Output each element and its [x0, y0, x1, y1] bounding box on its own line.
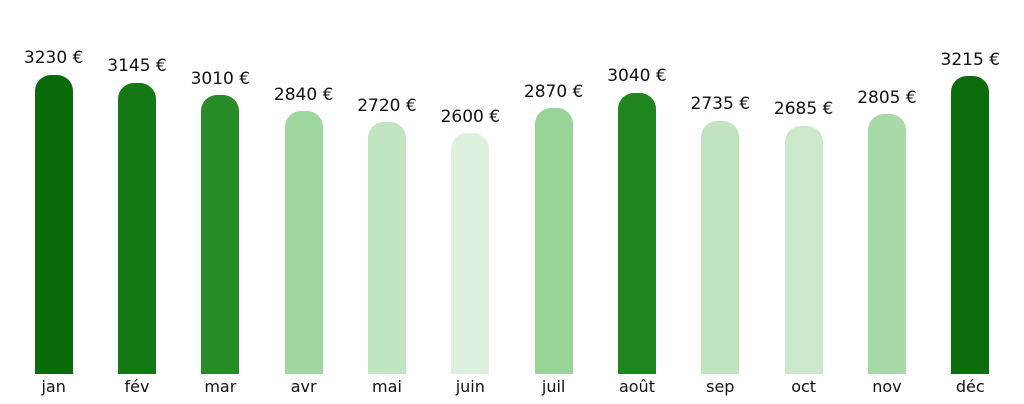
- bar-avr: [284, 111, 323, 374]
- bar-mar: [201, 95, 240, 374]
- month-label: avr: [290, 377, 317, 396]
- bar-déc: [951, 76, 990, 374]
- bar-value-label: 2805 €: [857, 87, 917, 108]
- bar-fév: [117, 82, 156, 374]
- month-label: mar: [204, 377, 237, 396]
- chart-column-nov: 2805 € nov: [845, 0, 928, 404]
- bars-row: 3230 € jan 3145 € fév 3010 € mar 2840 € …: [12, 0, 1012, 404]
- month-label: août: [618, 377, 655, 396]
- bar-nov: [867, 114, 906, 374]
- chart-column-avr: 2840 € avr: [262, 0, 345, 404]
- bar-juin: [451, 133, 490, 374]
- chart-column-fév: 3145 € fév: [95, 0, 178, 404]
- chart-column-août: 3040 € août: [595, 0, 678, 404]
- bar-value-label: 2720 €: [357, 95, 417, 116]
- month-label: nov: [872, 377, 902, 396]
- month-label: sep: [706, 377, 735, 396]
- bar-oct: [784, 125, 823, 374]
- chart-column-jan: 3230 € jan: [12, 0, 95, 404]
- bar-value-label: 2870 €: [523, 81, 584, 102]
- chart-column-juil: 2870 € juil: [512, 0, 595, 404]
- bar-value-label: 3230 €: [23, 48, 84, 69]
- bar-value-label: 2840 €: [273, 84, 334, 105]
- chart-column-mai: 2720 € mai: [345, 0, 428, 404]
- bar-value-label: 3145 €: [107, 56, 167, 77]
- month-label: déc: [955, 377, 985, 396]
- bar-mai: [367, 122, 406, 374]
- bar-value-label: 2600 €: [440, 106, 501, 127]
- bar-value-label: 3215 €: [940, 49, 1001, 70]
- bar-sep: [701, 120, 740, 374]
- bar-value-label: 3010 €: [190, 68, 251, 89]
- bar-value-label: 2735 €: [690, 94, 751, 115]
- month-label: jan: [41, 377, 66, 396]
- month-label: mai: [372, 377, 402, 396]
- chart-column-mar: 3010 € mar: [179, 0, 262, 404]
- month-label: juin: [455, 377, 485, 396]
- bar-août: [617, 92, 656, 374]
- month-label: fév: [124, 377, 150, 396]
- bar-jan: [34, 75, 73, 374]
- chart-column-sep: 2735 € sep: [679, 0, 762, 404]
- chart-column-juin: 2600 € juin: [429, 0, 512, 404]
- month-label: oct: [791, 377, 817, 396]
- bar-juil: [534, 108, 573, 374]
- chart-column-déc: 3215 € déc: [929, 0, 1012, 404]
- chart-column-oct: 2685 € oct: [762, 0, 845, 404]
- month-label: juil: [541, 377, 566, 396]
- bar-value-label: 2685 €: [773, 98, 834, 119]
- bar-value-label: 3040 €: [607, 66, 667, 87]
